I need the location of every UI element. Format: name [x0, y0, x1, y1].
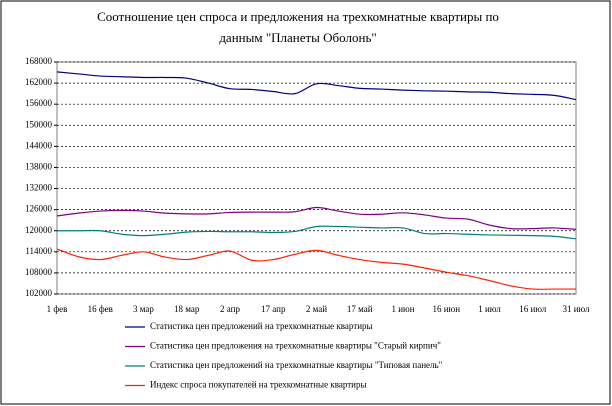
y-tick-label: 168000	[25, 56, 53, 66]
x-tick-label: 31 июл	[562, 304, 590, 314]
x-tick-label: 1 фев	[47, 304, 68, 314]
x-tick-label: 1 июл	[478, 304, 501, 314]
x-tick-label: 16 июн	[432, 304, 460, 314]
legend-label: Статистика цен предложения на трехкомнат…	[150, 341, 441, 351]
plot-area	[56, 61, 577, 295]
y-tick-label: 126000	[25, 204, 53, 214]
series-line	[56, 71, 577, 101]
x-tick-label: 17 май	[347, 304, 373, 314]
legend-label: Статистика цен предложений на трехкомнат…	[150, 360, 443, 370]
legend-label: Статистика цен предложений на трехкомнат…	[150, 321, 373, 331]
y-tick-label: 114000	[25, 246, 52, 256]
chart-title: данным "Планеты Оболонь"	[219, 30, 376, 45]
y-tick-label: 120000	[25, 225, 53, 235]
x-tick-label: 17 апр	[261, 304, 286, 314]
y-tick-label: 108000	[25, 267, 53, 277]
x-tick-label: 16 июл	[519, 304, 547, 314]
series-line	[56, 248, 576, 290]
legend-label: Индекс спроса покупателей на трехкомнатн…	[150, 380, 367, 390]
y-tick-label: 138000	[25, 162, 53, 172]
y-tick-label: 132000	[25, 183, 53, 193]
x-tick-label: 16 фев	[88, 304, 113, 314]
y-tick-label: 162000	[25, 77, 53, 87]
x-tick-label: 18 мар	[174, 304, 200, 314]
x-tick-label: 3 мар	[133, 304, 154, 314]
chart-title: Соотношение цен спроса и предложения на …	[97, 9, 499, 24]
x-tick-label: 1 июн	[391, 304, 414, 314]
y-tick-label: 156000	[25, 98, 53, 108]
y-tick-label: 144000	[25, 140, 53, 150]
x-tick-label: 2 апр	[220, 304, 240, 314]
series-line	[56, 206, 577, 230]
y-tick-label: 150000	[25, 119, 53, 129]
y-tick-label: 102000	[25, 288, 53, 298]
x-tick-label: 2 май	[306, 304, 327, 314]
series-line	[57, 225, 577, 240]
